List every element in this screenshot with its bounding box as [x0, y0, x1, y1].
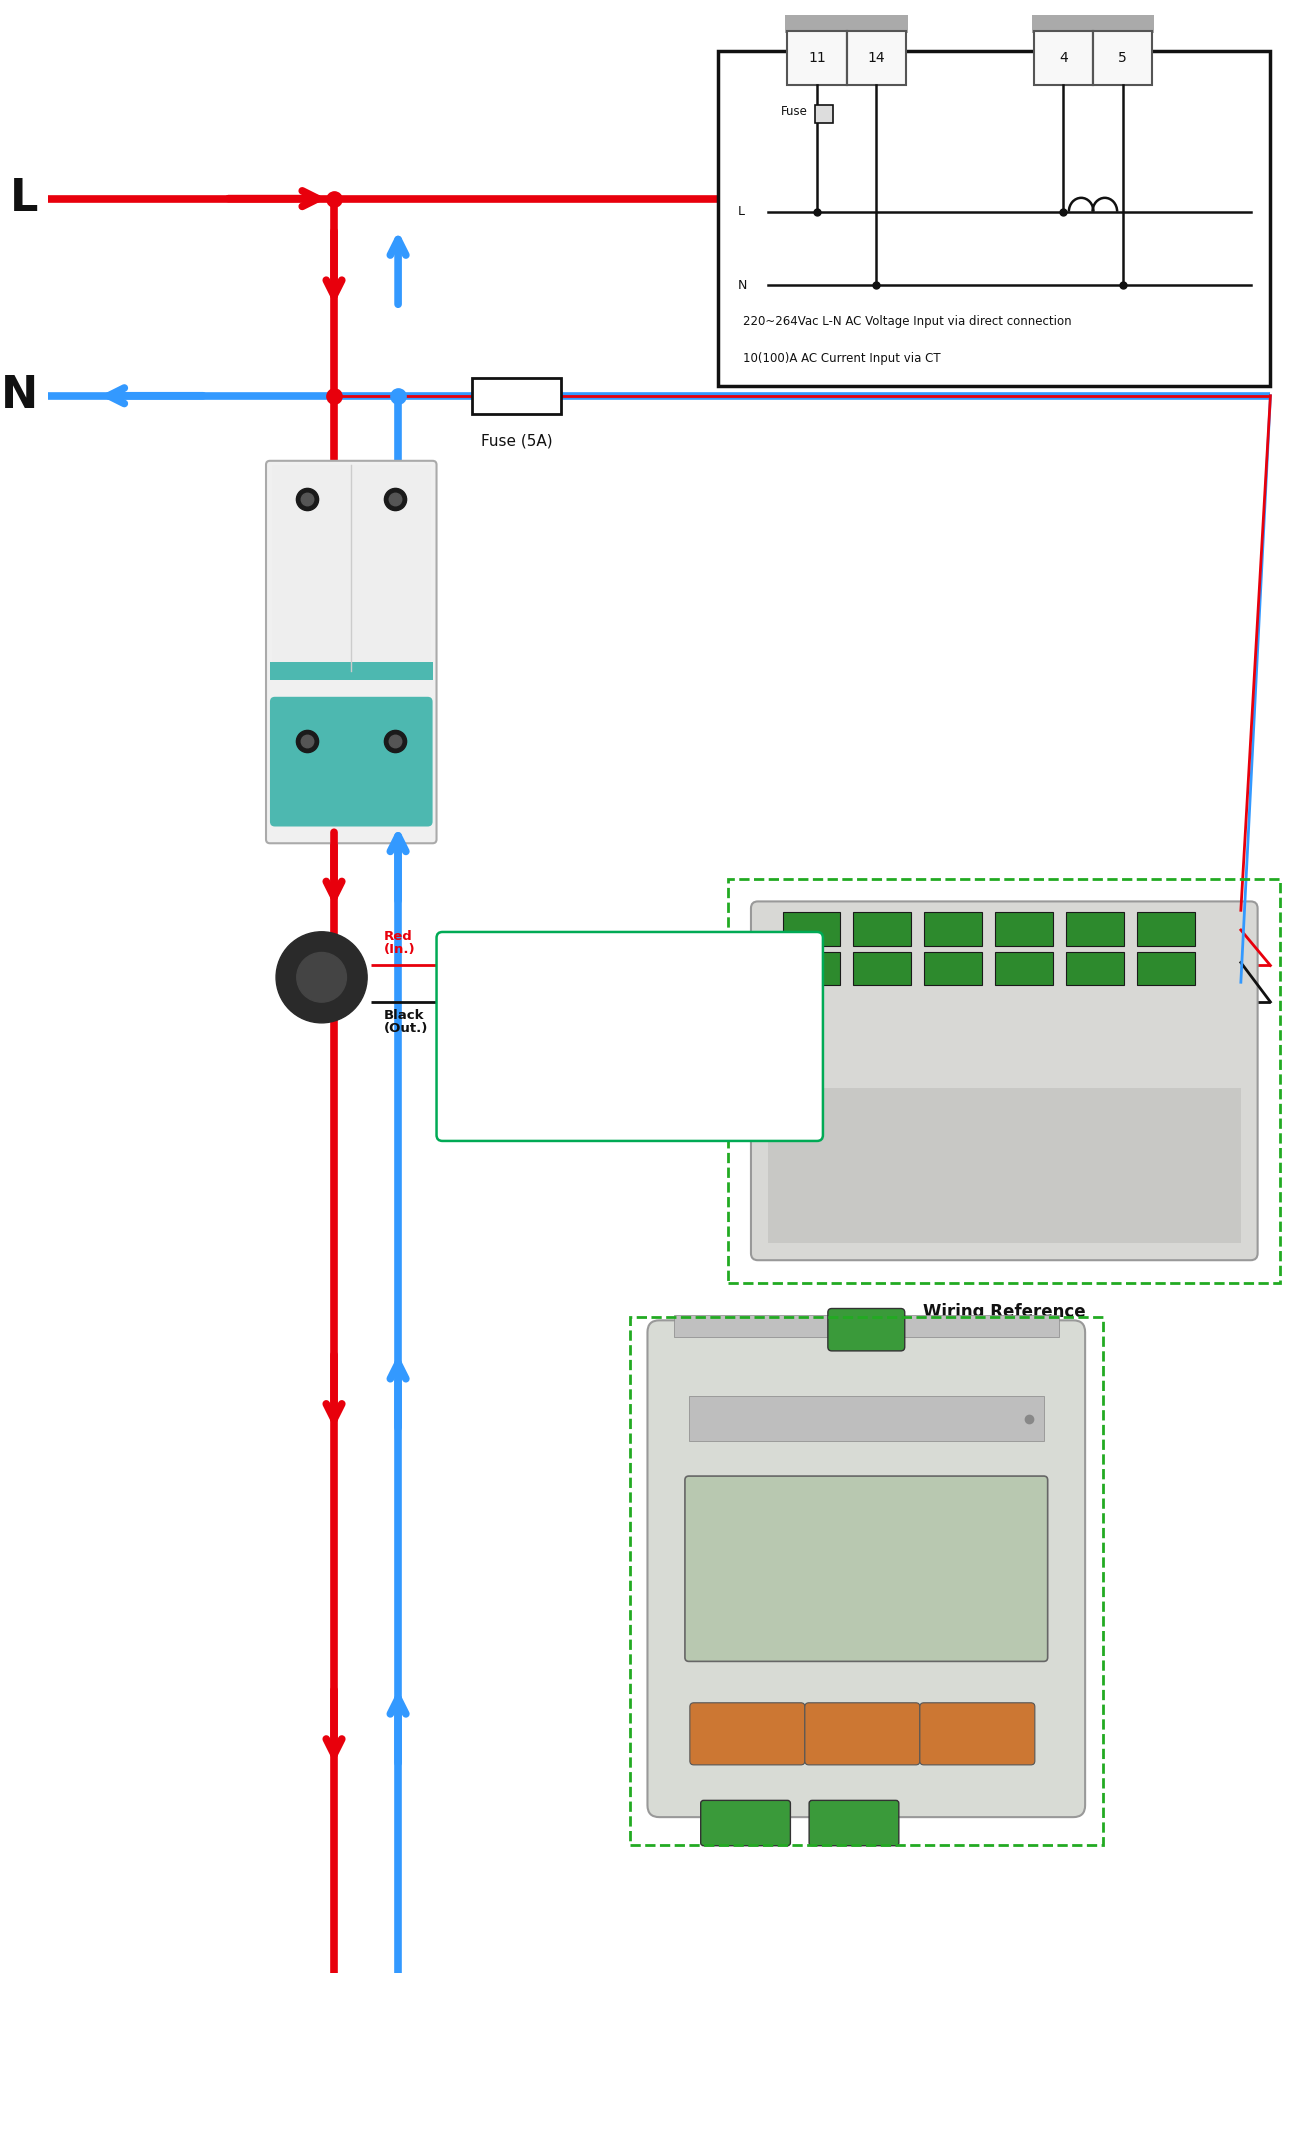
FancyBboxPatch shape — [690, 1702, 805, 1764]
Text: 5: 5 — [1118, 51, 1127, 66]
Text: Clamp-on Direct of CT
need to be according to
actual current direction: Clamp-on Direct of CT need to be accordi… — [458, 995, 636, 1040]
Text: Black
(Out.): Black (Out.) — [384, 1008, 428, 1034]
Bar — [785, 11, 907, 32]
Bar — [854, 953, 911, 985]
Bar — [1066, 912, 1123, 946]
Bar — [472, 378, 560, 414]
Circle shape — [296, 953, 346, 1002]
Bar — [783, 912, 840, 946]
Text: Fuse (5A): Fuse (5A) — [481, 434, 552, 449]
Bar — [924, 953, 982, 985]
Bar — [272, 466, 430, 671]
Text: Wiring Reference: Wiring Reference — [923, 1303, 1086, 1320]
Bar — [768, 1087, 1242, 1243]
Bar — [1034, 32, 1093, 85]
Text: 11: 11 — [809, 51, 826, 66]
Bar — [788, 32, 846, 85]
Bar — [1138, 953, 1195, 985]
FancyBboxPatch shape — [920, 1702, 1035, 1764]
FancyBboxPatch shape — [437, 931, 823, 1141]
Bar — [1066, 953, 1123, 985]
Bar — [854, 912, 911, 946]
Bar — [996, 953, 1053, 985]
Text: N: N — [738, 280, 748, 293]
Text: L: L — [10, 177, 38, 220]
FancyBboxPatch shape — [647, 1320, 1086, 1818]
Bar — [270, 662, 433, 679]
Bar — [1138, 912, 1195, 946]
Bar — [815, 105, 833, 122]
Text: Fuse: Fuse — [780, 105, 807, 117]
FancyBboxPatch shape — [828, 1309, 905, 1350]
Text: ∿: ∿ — [829, 1410, 844, 1427]
Text: Acrel: Acrel — [861, 1414, 892, 1425]
FancyBboxPatch shape — [809, 1801, 898, 1846]
Text: 14: 14 — [867, 51, 885, 66]
Text: L: L — [738, 205, 745, 218]
Bar — [846, 32, 906, 85]
Bar — [783, 953, 840, 985]
Bar — [1093, 32, 1152, 85]
FancyBboxPatch shape — [685, 1476, 1048, 1662]
FancyBboxPatch shape — [266, 461, 437, 844]
Bar — [996, 912, 1053, 946]
Text: 220~264Vac L-N AC Voltage Input via direct connection: 220~264Vac L-N AC Voltage Input via dire… — [744, 316, 1071, 329]
FancyBboxPatch shape — [805, 1702, 920, 1764]
Bar — [719, 51, 1270, 387]
Bar — [924, 912, 982, 946]
Circle shape — [276, 931, 367, 1023]
Bar — [689, 1397, 1044, 1440]
Bar — [1032, 11, 1154, 32]
Text: Noted:: Noted: — [458, 959, 514, 974]
Text: N: N — [1, 374, 38, 417]
Text: 10(100)A AC Current Input via CT: 10(100)A AC Current Input via CT — [744, 352, 941, 365]
Text: Red
(In.): Red (In.) — [384, 929, 415, 955]
FancyBboxPatch shape — [270, 696, 433, 827]
Bar — [675, 1316, 1058, 1337]
FancyBboxPatch shape — [701, 1801, 790, 1846]
Text: 4: 4 — [1060, 51, 1067, 66]
FancyBboxPatch shape — [751, 901, 1257, 1260]
